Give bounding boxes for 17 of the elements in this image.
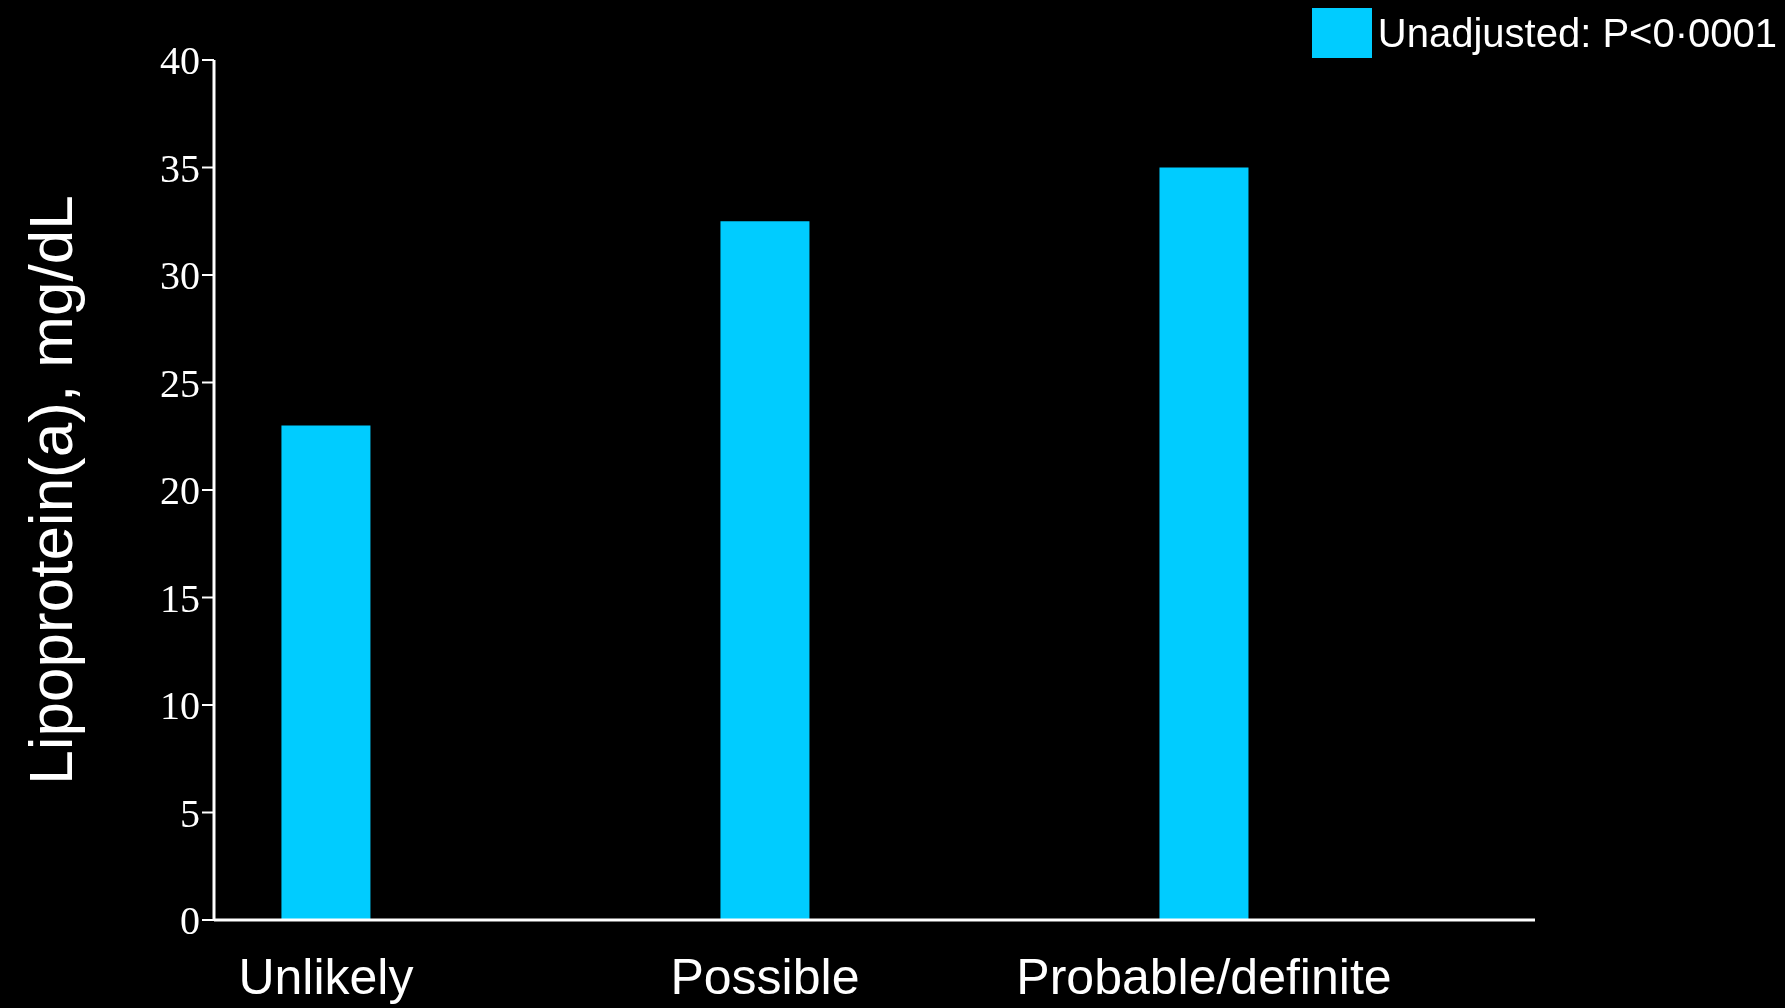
y-tick-label: 35 xyxy=(160,145,200,191)
y-tick-label: 30 xyxy=(160,253,200,299)
bar xyxy=(1159,167,1249,920)
y-tick-label: 15 xyxy=(160,575,200,621)
y-tick-label: 25 xyxy=(160,360,200,406)
bar xyxy=(281,425,371,920)
bar xyxy=(720,221,810,920)
y-tick-label: 20 xyxy=(160,468,200,514)
y-axis-title: Lipoprotein(a), mg/dL xyxy=(16,195,86,785)
y-tick-label: 0 xyxy=(180,898,200,944)
y-tick-label: 5 xyxy=(180,790,200,836)
x-tick-label: Unlikely xyxy=(238,948,414,1005)
legend-label: Unadjusted: P<0·0001 xyxy=(1377,10,1777,56)
x-tick-label: Probable/definite xyxy=(1016,948,1392,1005)
x-tick-label: Possible xyxy=(670,948,860,1005)
y-tick-label: 10 xyxy=(160,683,200,729)
y-tick-label: 40 xyxy=(160,38,200,84)
